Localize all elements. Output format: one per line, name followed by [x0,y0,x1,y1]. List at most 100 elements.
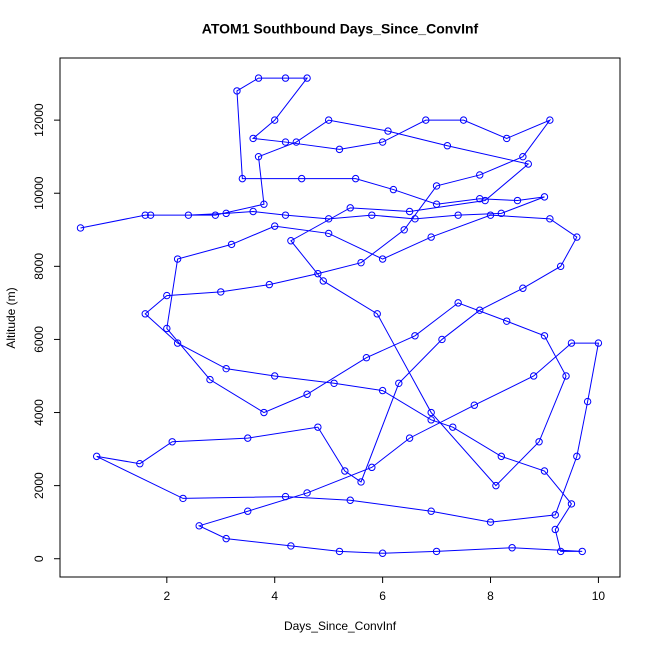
point [405,434,414,442]
point [227,240,236,249]
point [443,142,452,150]
point [470,401,479,409]
point [341,467,349,475]
point [314,269,322,278]
point [556,547,565,556]
point [244,507,252,515]
point [454,211,462,219]
point [281,492,290,501]
point [271,222,279,230]
point [562,372,570,380]
point [513,196,522,205]
point [427,408,435,417]
point [400,226,408,234]
point [594,339,603,347]
point [486,518,495,526]
point [503,317,511,325]
point [319,277,327,285]
point [314,423,322,431]
point [173,339,182,347]
point [556,262,565,271]
point [346,496,354,504]
point [535,438,543,446]
y-tick-label: 12000 [32,103,46,137]
point [136,459,144,468]
point [281,74,290,82]
y-tick-label: 0 [32,555,46,562]
point [540,467,549,475]
point [303,489,311,497]
point [492,481,500,490]
point [254,152,263,161]
x-tick-label: 8 [487,589,494,603]
point [432,547,441,556]
point [378,138,387,146]
point [389,185,398,194]
point [362,354,371,362]
point [384,127,392,135]
point [297,174,306,183]
point [395,379,403,387]
point [303,74,311,82]
point [411,332,419,340]
point [271,372,279,380]
point [76,224,85,232]
x-tick-label: 4 [271,589,278,603]
point [346,204,354,212]
point [233,87,241,95]
point [146,211,155,219]
point [357,478,365,486]
point [405,207,414,216]
point [271,116,279,124]
point [217,288,225,296]
point [551,511,559,519]
point [529,372,538,380]
point [265,280,274,289]
point [324,229,333,238]
point [481,196,489,205]
y-tick-label: 8000 [32,253,46,280]
point [249,134,257,143]
point [168,438,176,446]
point [254,74,263,82]
point [573,233,581,241]
y-tick-label: 6000 [32,326,46,353]
point [459,116,468,124]
point [222,534,230,543]
point [141,310,149,318]
point [163,291,171,300]
point [222,209,230,218]
point [422,116,430,124]
point [206,375,214,384]
point [292,138,301,146]
point [546,116,554,124]
point [567,339,576,347]
point [324,116,333,124]
point [287,237,295,245]
point [540,332,549,340]
point [411,215,419,223]
point [427,416,435,424]
point [519,152,527,161]
x-tick-label: 6 [379,589,386,603]
point [281,211,290,219]
point [476,171,484,179]
point [211,211,220,219]
point [427,233,435,241]
plot-frame [59,57,621,578]
point [287,542,295,550]
point [524,160,532,168]
x-axis-label: Days_Since_ConvInf [284,619,397,633]
point [141,211,149,219]
point [449,423,457,431]
point [497,209,506,218]
point [567,500,576,508]
point [173,255,182,263]
point [179,494,187,503]
y-axis-label: Altitude (m) [4,287,18,348]
point [163,324,171,333]
point [503,134,511,143]
point [486,211,495,219]
point [497,452,506,461]
